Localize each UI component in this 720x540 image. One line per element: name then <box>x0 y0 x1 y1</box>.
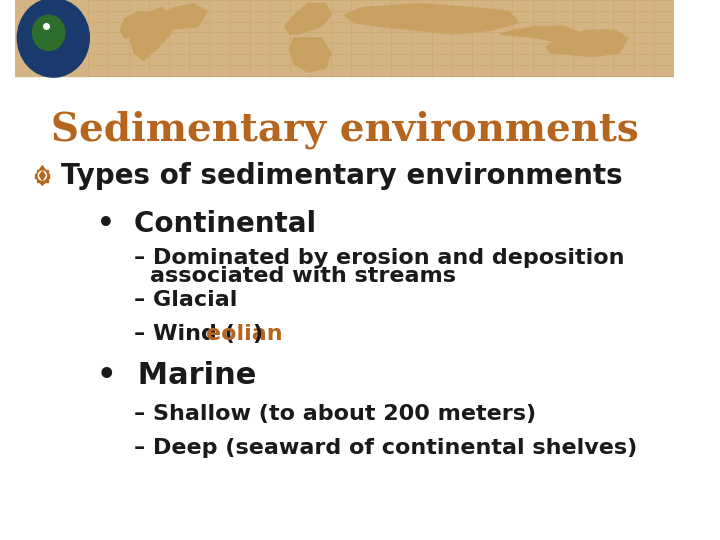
Text: eolian: eolian <box>206 323 283 343</box>
Text: – Dominated by erosion and deposition: – Dominated by erosion and deposition <box>134 248 624 268</box>
Text: •  Marine: • Marine <box>97 361 256 390</box>
Circle shape <box>17 0 89 77</box>
Text: – Glacial: – Glacial <box>134 289 238 309</box>
Polygon shape <box>289 38 330 72</box>
Polygon shape <box>130 8 175 60</box>
Text: – Shallow (to about 200 meters): – Shallow (to about 200 meters) <box>134 403 536 423</box>
Text: Sedimentary environments: Sedimentary environments <box>50 111 639 149</box>
Bar <box>15 0 674 76</box>
Circle shape <box>38 171 46 180</box>
Text: – Wind (: – Wind ( <box>134 323 235 343</box>
Polygon shape <box>285 4 330 34</box>
Polygon shape <box>344 4 518 34</box>
Circle shape <box>32 15 65 51</box>
Text: associated with streams: associated with streams <box>150 266 456 286</box>
Polygon shape <box>500 26 582 45</box>
Text: – Deep (seaward of continental shelves): – Deep (seaward of continental shelves) <box>134 437 637 457</box>
Text: ): ) <box>252 323 262 343</box>
Polygon shape <box>120 4 207 38</box>
Polygon shape <box>546 30 629 57</box>
Bar <box>15 76 674 540</box>
Text: •  Continental: • Continental <box>97 210 316 238</box>
Polygon shape <box>36 166 49 185</box>
Polygon shape <box>40 171 45 180</box>
Text: Types of sedimentary environments: Types of sedimentary environments <box>60 161 622 190</box>
